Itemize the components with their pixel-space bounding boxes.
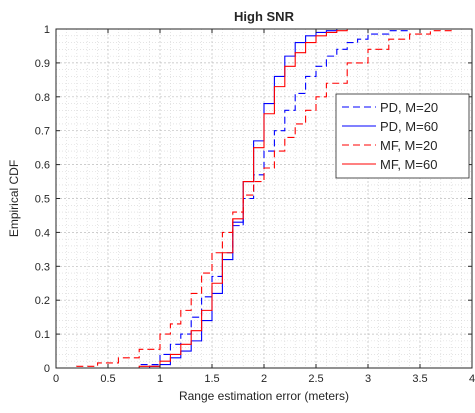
legend-label-1: PD, M=20 (380, 100, 438, 115)
ticks: 0 0.5 1 1.5 2 2.5 3 3.5 4 0 0.1 0.2 0.3 0.4 0.5 0.6 0.7 0… (35, 24, 475, 385)
x-tick-label: 3 (365, 373, 371, 385)
series-line-4 (56, 28, 472, 369)
y-tick-label: 0.7 (35, 126, 50, 138)
y-tick-label: 0.8 (35, 92, 50, 104)
y-tick-label: 0.9 (35, 58, 50, 70)
x-tick-label: 2 (261, 373, 267, 385)
x-tick-label: 1 (157, 373, 163, 385)
x-tick-label: 1.5 (204, 373, 219, 385)
x-axis-label: Range estimation error (meters) (179, 389, 349, 403)
x-tick-label: 2.5 (308, 373, 323, 385)
y-axis-label: Empirical CDF (7, 160, 21, 237)
legend: PD, M=20 PD, M=60 MF, M=20 MF, M=60 (335, 93, 470, 179)
legend-label-4: MF, M=60 (380, 157, 437, 172)
y-tick-label: 0.3 (35, 261, 50, 273)
legend-label-3: MF, M=20 (380, 138, 437, 153)
y-tick-label: 0.1 (35, 329, 50, 341)
chart-title: High SNR (234, 9, 295, 24)
y-tick-label: 0 (44, 363, 50, 375)
y-tick-label: 1 (44, 24, 50, 36)
x-tick-label: 0.5 (100, 373, 115, 385)
series-layer (56, 28, 472, 369)
legend-label-2: PD, M=60 (380, 119, 438, 134)
x-tick-label: 0 (53, 373, 59, 385)
y-tick-label: 0.2 (35, 295, 50, 307)
y-tick-label: 0.5 (35, 194, 50, 206)
y-tick-label: 0.4 (35, 227, 50, 239)
y-tick-label: 0.6 (35, 160, 50, 172)
x-tick-label: 3.5 (412, 373, 427, 385)
x-tick-label: 4 (469, 373, 475, 385)
series-line-3 (56, 28, 472, 369)
